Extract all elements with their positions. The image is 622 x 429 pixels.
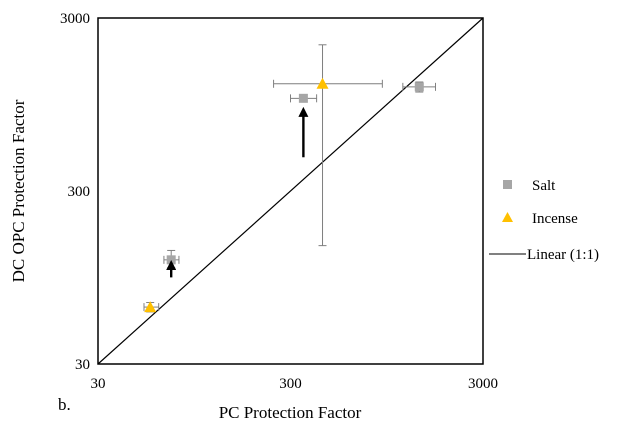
- data-point-layer: [144, 77, 424, 313]
- salt-data-point: [414, 82, 424, 92]
- incense-data-point: [316, 77, 329, 89]
- salt-data-point: [298, 93, 308, 103]
- incense-data-point: [144, 301, 157, 313]
- legend-label-salt: Salt: [532, 178, 556, 194]
- salt-data-point: [166, 255, 176, 265]
- x-tick-label: 30: [91, 376, 106, 392]
- legend-triangle-marker: [502, 212, 513, 222]
- legend-square-marker: [503, 180, 512, 189]
- trendline-1to1: [97, 17, 484, 365]
- legend-label-incense: Incense: [532, 211, 578, 227]
- panel-label: b.: [58, 395, 71, 414]
- y-axis-title: DC OPC Protection Factor: [9, 99, 28, 282]
- tick-label-layer: 30 300 3000 30 300 3000: [60, 11, 498, 392]
- x-tick-label: 3000: [468, 376, 498, 392]
- y-tick-label: 3000: [60, 11, 90, 27]
- plot-area-frame: [97, 17, 484, 365]
- trendline-layer: [97, 17, 484, 365]
- legend-item-incense: Incense: [502, 211, 578, 227]
- x-axis-title: PC Protection Factor: [219, 403, 362, 422]
- y-tick-label: 30: [75, 357, 90, 373]
- annotation-arrow-layer: [166, 106, 309, 278]
- error-bar-layer: [143, 44, 437, 313]
- legend-item-salt: Salt: [503, 178, 556, 194]
- x-tick-label: 300: [279, 376, 302, 392]
- y-tick-label: 300: [68, 184, 91, 200]
- legend-item-linear: Linear (1:1): [489, 247, 599, 263]
- legend-label-linear: Linear (1:1): [527, 247, 599, 263]
- legend: Salt Incense Linear (1:1): [489, 178, 599, 263]
